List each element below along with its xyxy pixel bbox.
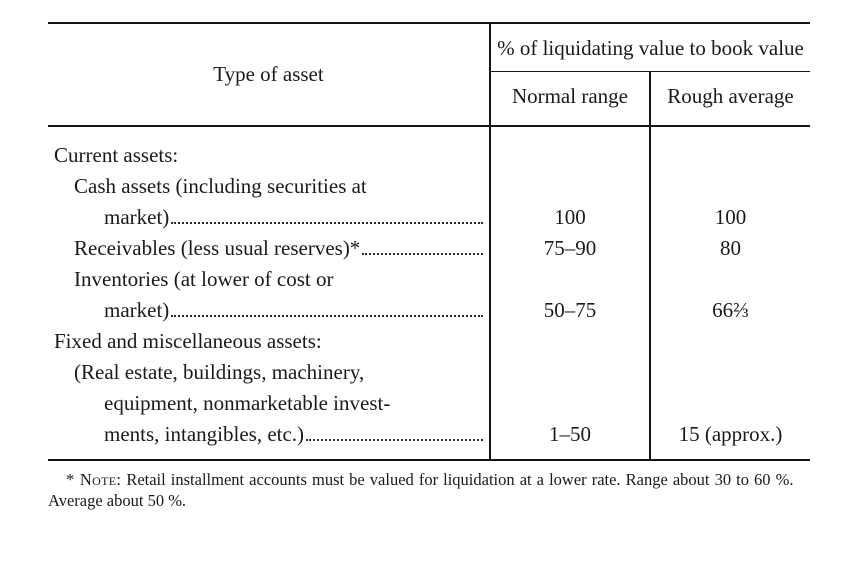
footnote-body: Retail installment accounts must be valu… — [48, 470, 810, 510]
col-header-super: % of liquidating value to book value — [497, 36, 804, 60]
liquidation-table: Type of asset % of liquidating value to … — [48, 22, 810, 461]
cell-normal: 100 — [554, 205, 586, 229]
cell-rough: 80 — [720, 236, 741, 260]
dot-leader — [171, 299, 483, 317]
dot-leader — [362, 237, 483, 255]
cell-rough: 66⅔ — [712, 298, 749, 322]
cell-normal: 1–50 — [549, 422, 591, 446]
row-label: market) — [104, 203, 169, 232]
row-label: ments, intangibles, etc.) — [104, 420, 304, 449]
row-label: Receivables (less usual reserves)* — [74, 234, 360, 263]
cell-rough: 100 — [715, 205, 747, 229]
row-label: market) — [104, 296, 169, 325]
footnote-lead: * Note: — [66, 470, 121, 489]
row-label: (Real estate, buildings, machinery, — [74, 360, 364, 384]
col-header-normal: Normal range — [512, 84, 628, 108]
col-header-asset: Type of asset — [213, 62, 324, 86]
footnote: * Note: Retail installment accounts must… — [48, 469, 810, 512]
section-title: Current assets: — [54, 143, 178, 167]
row-label: Cash assets (including securities at — [74, 174, 367, 198]
col-header-rough: Rough average — [667, 84, 794, 108]
dot-leader — [306, 423, 483, 441]
cell-normal: 50–75 — [544, 298, 597, 322]
row-label: equipment, nonmarketable invest- — [104, 391, 390, 415]
section-title: Fixed and miscellaneous assets: — [54, 329, 322, 353]
dot-leader — [171, 206, 483, 224]
cell-rough: 15 (approx.) — [679, 422, 783, 446]
row-label: Inventories (at lower of cost or — [74, 267, 334, 291]
cell-normal: 75–90 — [544, 236, 597, 260]
